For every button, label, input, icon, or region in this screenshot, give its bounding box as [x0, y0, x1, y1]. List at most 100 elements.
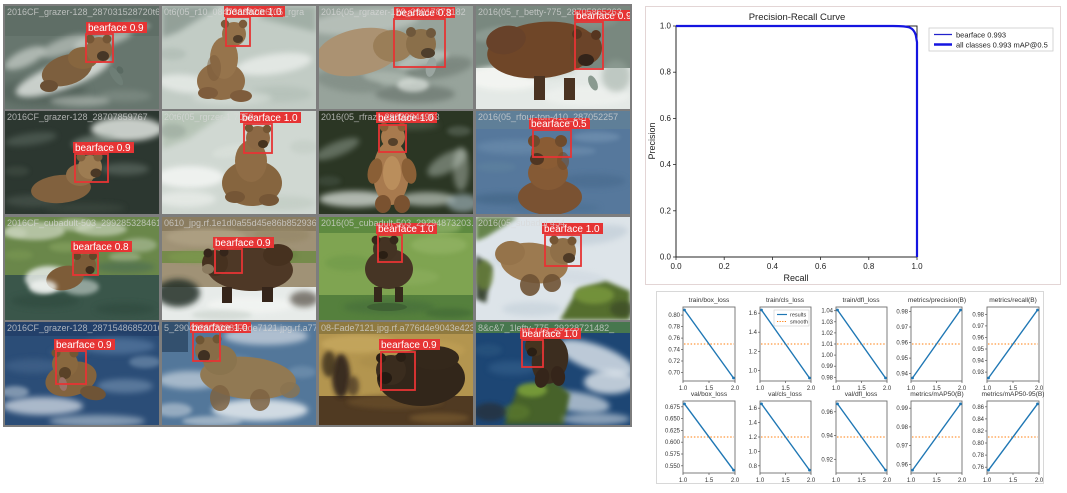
svg-text:1.5: 1.5 — [705, 386, 714, 392]
svg-text:1.0: 1.0 — [911, 262, 923, 271]
svg-text:0.0: 0.0 — [660, 253, 672, 262]
svg-text:bearface 0.8: bearface 0.8 — [396, 8, 452, 19]
svg-text:train/box_loss: train/box_loss — [689, 297, 730, 304]
svg-text:0.98: 0.98 — [896, 425, 908, 431]
svg-text:val/cls_loss: val/cls_loss — [768, 391, 802, 398]
svg-text:2.0: 2.0 — [1035, 478, 1044, 484]
svg-text:1.03: 1.03 — [821, 320, 833, 326]
svg-text:bearface 1.0: bearface 1.0 — [544, 224, 600, 235]
svg-text:1.0: 1.0 — [749, 369, 758, 375]
svg-text:2016CF_cubadult-503_2992853284: 2016CF_cubadult-503_2992853284610_jpg — [7, 218, 159, 228]
svg-text:0.8: 0.8 — [863, 262, 875, 271]
svg-text:2.0: 2.0 — [731, 478, 740, 484]
svg-text:0.97: 0.97 — [896, 444, 908, 450]
svg-text:0.86: 0.86 — [972, 405, 984, 411]
svg-text:0.6: 0.6 — [660, 114, 672, 123]
svg-text:1.5: 1.5 — [1009, 386, 1018, 392]
svg-text:0.93: 0.93 — [972, 370, 984, 376]
svg-text:1.4: 1.4 — [749, 421, 758, 427]
svg-text:0.95: 0.95 — [896, 356, 908, 362]
svg-text:0.550: 0.550 — [665, 464, 681, 470]
svg-text:1.0: 1.0 — [756, 386, 765, 392]
svg-text:2016(05_rgrazer-128_2921787318: 2016(05_rgrazer-128_29217873182 — [321, 7, 466, 17]
svg-text:bearface 1.0: bearface 1.0 — [522, 329, 578, 340]
svg-text:results: results — [790, 313, 806, 319]
svg-text:0.99: 0.99 — [821, 364, 833, 370]
svg-text:1.0: 1.0 — [832, 386, 841, 392]
svg-text:2.0: 2.0 — [807, 478, 816, 484]
svg-text:1.4: 1.4 — [749, 330, 758, 336]
svg-text:1.5: 1.5 — [781, 386, 790, 392]
svg-text:0.4: 0.4 — [660, 160, 672, 169]
svg-text:bearface 1.0: bearface 1.0 — [226, 7, 282, 18]
svg-text:val/box_loss: val/box_loss — [691, 391, 728, 398]
svg-text:train/cls_loss: train/cls_loss — [766, 297, 805, 304]
svg-text:bearface 1.0: bearface 1.0 — [242, 113, 298, 124]
svg-text:bearface 0.9: bearface 0.9 — [88, 23, 144, 34]
svg-text:1.00: 1.00 — [821, 353, 833, 359]
svg-text:bearface 1.0: bearface 1.0 — [378, 224, 434, 235]
svg-text:Precision-Recall Curve: Precision-Recall Curve — [749, 12, 846, 23]
svg-text:0610_jpg.rf.1e1d0a55d45e86b852: 0610_jpg.rf.1e1d0a55d45e86b85293600 — [164, 218, 316, 228]
svg-text:0.2: 0.2 — [719, 262, 731, 271]
svg-text:1.5: 1.5 — [781, 478, 790, 484]
svg-text:1.02: 1.02 — [821, 331, 833, 337]
svg-text:0.96: 0.96 — [896, 462, 908, 468]
svg-text:2.0: 2.0 — [1035, 386, 1044, 392]
svg-text:0.84: 0.84 — [972, 417, 984, 423]
svg-text:0.94: 0.94 — [896, 372, 908, 378]
svg-text:bearface 0.9: bearface 0.9 — [75, 143, 131, 154]
svg-text:1.6: 1.6 — [749, 406, 758, 412]
svg-text:bearface 1.0: bearface 1.0 — [192, 323, 248, 334]
svg-text:1.2: 1.2 — [749, 435, 758, 441]
svg-text:0.4: 0.4 — [767, 262, 779, 271]
svg-text:5_290422607308-Fade7121.jpg.rf: 5_290422607308-Fade7121.jpg.rf.a776d4e90 — [164, 323, 316, 333]
svg-text:2016(05_r_betty-775_2870586526: 2016(05_r_betty-775_28705865263 — [478, 7, 622, 17]
svg-text:0.78: 0.78 — [668, 325, 680, 331]
svg-text:1.0: 1.0 — [679, 386, 688, 392]
svg-text:2016CF_grazer-128_28707859767: 2016CF_grazer-128_28707859767 — [7, 112, 148, 122]
svg-text:0.99: 0.99 — [896, 406, 908, 412]
svg-text:2016CF_grazer-128_287031528720: 2016CF_grazer-128_287031528720t6(05_r1 — [7, 7, 159, 17]
svg-text:bearface 0.993: bearface 0.993 — [956, 31, 1006, 40]
svg-text:0.97: 0.97 — [972, 324, 984, 330]
svg-text:2016(05_rfour-ton-410_28705225: 2016(05_rfour-ton-410_287052257 — [478, 112, 618, 122]
svg-text:2.0: 2.0 — [958, 386, 967, 392]
svg-text:0.600: 0.600 — [665, 440, 681, 446]
svg-text:0t6(05_r10_0847363820t6(05_rgr: 0t6(05_r10_0847363820t6(05_rgra — [164, 7, 304, 17]
svg-text:0.0: 0.0 — [670, 262, 682, 271]
svg-text:0.8: 0.8 — [660, 68, 672, 77]
svg-text:metrics/mAP50-95(B): metrics/mAP50-95(B) — [981, 391, 1044, 398]
svg-text:1.0: 1.0 — [660, 22, 672, 31]
svg-text:08-Fade7121.jpg.rf.a776d4e9043: 08-Fade7121.jpg.rf.a776d4e9043e42388c57 — [321, 323, 473, 333]
svg-text:0.96: 0.96 — [821, 410, 833, 416]
svg-text:bearface 1.0: bearface 1.0 — [378, 113, 434, 124]
svg-text:0.80: 0.80 — [972, 441, 984, 447]
svg-text:1.0: 1.0 — [983, 386, 992, 392]
svg-text:1.0: 1.0 — [907, 478, 916, 484]
svg-text:0.96: 0.96 — [896, 341, 908, 347]
svg-text:2.0: 2.0 — [883, 386, 892, 392]
svg-text:0.6: 0.6 — [815, 262, 827, 271]
svg-text:0.72: 0.72 — [668, 359, 680, 365]
svg-text:0.97: 0.97 — [896, 325, 908, 331]
svg-text:all classes 0.993 mAP@0.5: all classes 0.993 mAP@0.5 — [956, 41, 1048, 50]
svg-text:1.04: 1.04 — [821, 309, 833, 315]
svg-text:1.0: 1.0 — [749, 449, 758, 455]
svg-text:0.70: 0.70 — [668, 371, 680, 377]
svg-text:1.2: 1.2 — [749, 349, 758, 355]
svg-text:0.94: 0.94 — [821, 434, 833, 440]
svg-text:metrics/mAP50(B): metrics/mAP50(B) — [910, 391, 964, 398]
svg-text:1.5: 1.5 — [857, 386, 866, 392]
svg-text:0.650: 0.650 — [665, 417, 681, 423]
svg-text:2.0: 2.0 — [731, 386, 740, 392]
svg-text:bearface 0.9: bearface 0.9 — [576, 11, 630, 22]
svg-text:1.01: 1.01 — [821, 342, 833, 348]
svg-text:train/dfl_loss: train/dfl_loss — [842, 297, 880, 304]
svg-text:2016(05_rfraz _29029844963: 2016(05_rfraz _29029844963 — [321, 112, 440, 122]
svg-text:0.92: 0.92 — [821, 457, 833, 463]
svg-text:1.0: 1.0 — [983, 478, 992, 484]
svg-text:1.5: 1.5 — [932, 386, 941, 392]
svg-text:1.0: 1.0 — [756, 478, 765, 484]
svg-text:bearface 0.9: bearface 0.9 — [56, 340, 112, 351]
